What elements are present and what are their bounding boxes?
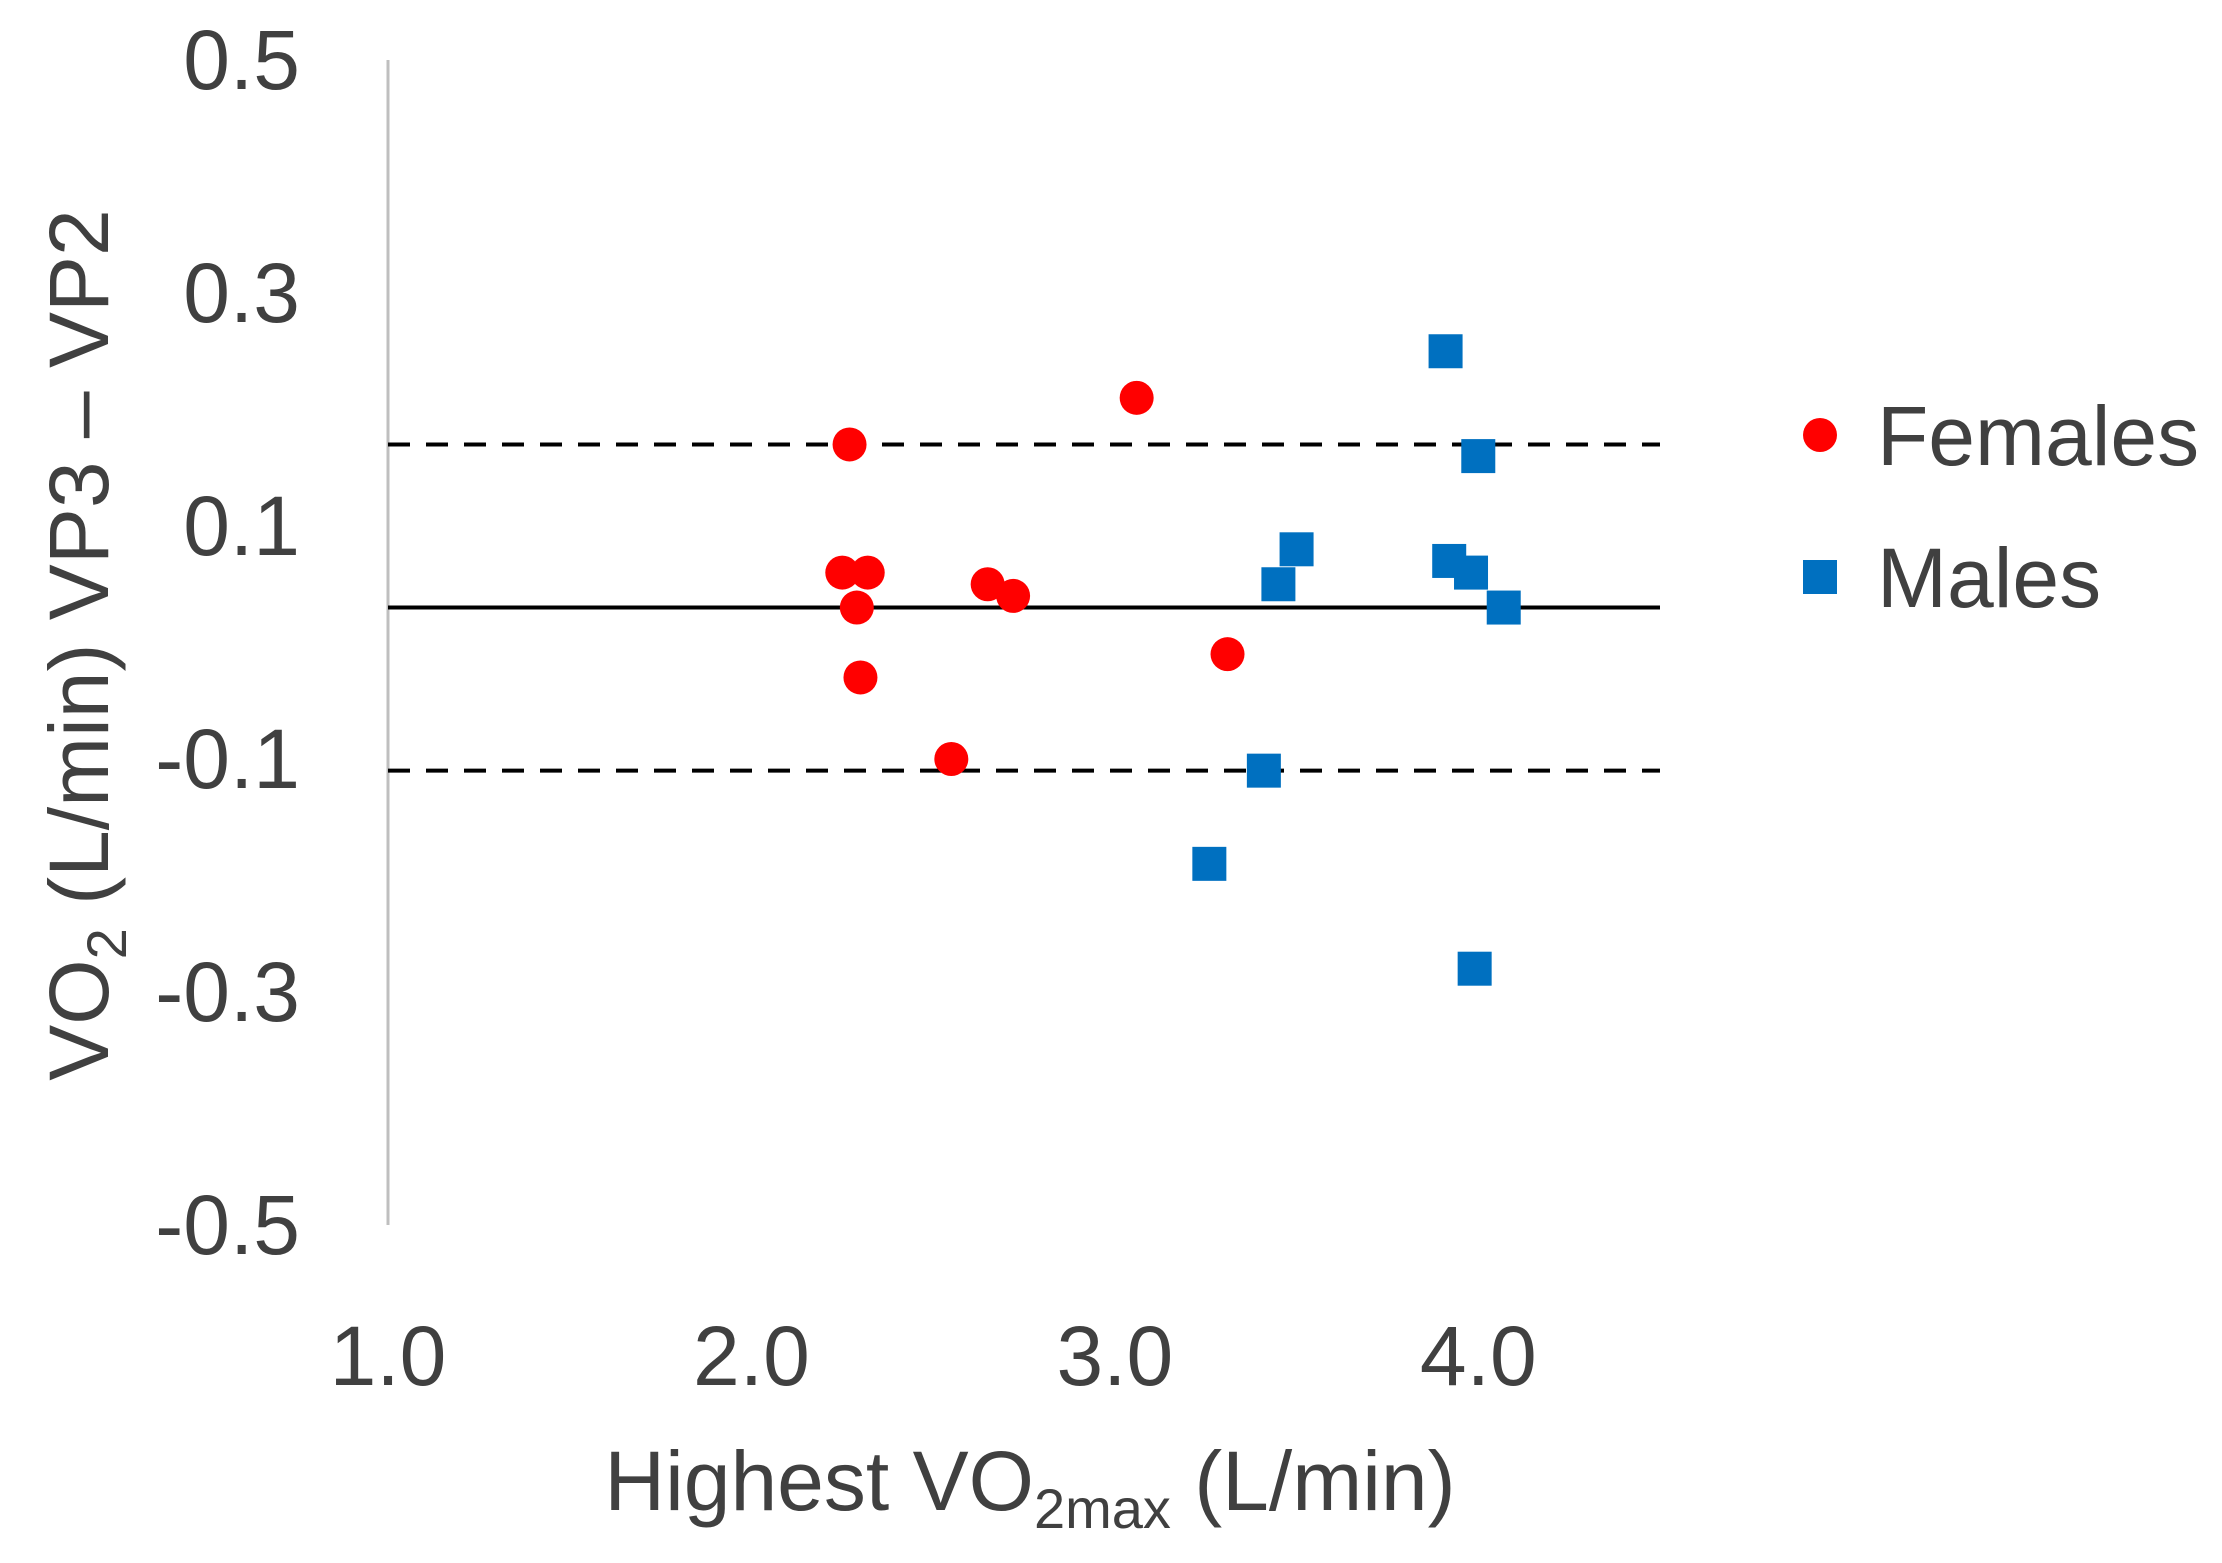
data-point-males [1454,555,1489,590]
legend-label-males: Males [1877,531,2101,625]
data-point-males [1279,532,1314,567]
y-tick-label: 0.1 [183,479,300,573]
x-axis-title: Highest VO2max (L/min) [604,1434,1455,1540]
data-point-females [934,742,969,776]
y-axis-title-main: VO [32,959,126,1080]
data-point-females [1119,380,1154,415]
data-point-males [1461,439,1496,474]
x-tick-label: 2.0 [693,1309,810,1403]
series-males [1192,334,1521,986]
data-point-males [1192,846,1227,881]
y-tick-label: -0.1 [155,712,300,806]
data-point-females [825,555,860,590]
x-tick-label: 3.0 [1056,1309,1173,1403]
data-point-females [970,567,1005,602]
x-axis-title-unit: (L/min) [1171,1434,1456,1528]
data-point-males [1457,951,1492,986]
x-tick-label: 4.0 [1420,1309,1537,1403]
plot-area [386,60,1660,1225]
data-point-females [843,660,878,695]
x-tick-label: 1.0 [330,1309,447,1403]
data-point-males [1428,334,1463,369]
data-points [825,334,1521,986]
data-point-females [850,555,885,590]
legend-marker-females [1803,418,1837,452]
x-axis-title-sub: 2max [1034,1477,1171,1540]
legend: Females Males [1803,389,2199,625]
data-point-females [996,578,1031,613]
y-tick-label: 0.5 [183,13,300,107]
x-tick-labels: 1.0 2.0 3.0 4.0 [330,1309,1537,1403]
legend-label-females: Females [1877,389,2199,483]
y-tick-label: -0.5 [155,1178,300,1272]
data-point-females [832,427,867,462]
legend-marker-males [1803,560,1837,594]
data-point-males [1246,753,1281,788]
y-tick-label: 0.3 [183,246,300,340]
data-point-females [1210,637,1245,672]
y-tick-label: -0.3 [155,945,300,1039]
y-tick-labels: 0.5 0.3 0.1 -0.1 -0.3 -0.5 [155,13,300,1272]
data-point-males [1486,590,1521,625]
data-point-females [839,590,874,625]
y-axis-title-sub: 2 [75,928,138,959]
x-axis-title-main: Highest VO [604,1434,1034,1528]
y-axis-title-unit: (L/min) VP3 – VP2 [32,209,126,928]
y-axis-title: VO2 (L/min) VP3 – VP2 [32,209,138,1081]
series-females [825,380,1245,776]
data-point-males [1261,567,1296,602]
